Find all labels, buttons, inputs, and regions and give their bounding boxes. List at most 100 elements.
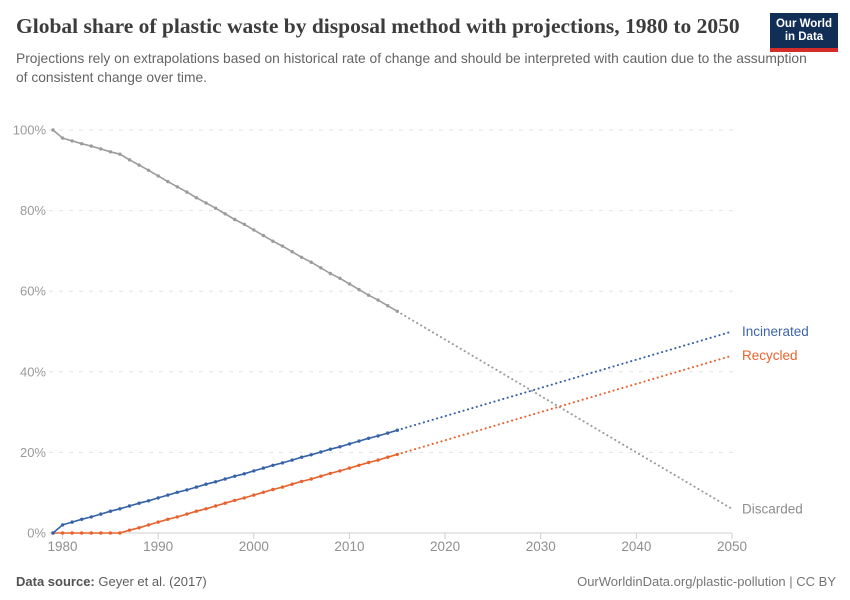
x-tick-label: 2020	[430, 539, 460, 554]
series-dot-discarded	[127, 158, 132, 162]
series-dot-discarded	[252, 228, 256, 232]
y-tick-label: 0%	[27, 526, 46, 541]
series-dot-discarded	[280, 244, 285, 248]
data-source-label: Data source:	[16, 574, 95, 589]
series-dot-recycled	[338, 469, 342, 473]
owid-logo[interactable]: Our World in Data	[770, 13, 838, 52]
series-dot-incinerated	[376, 434, 380, 438]
series-dot-discarded	[366, 293, 371, 297]
owid-logo-line1: Our World	[775, 18, 832, 30]
series-dot-discarded	[233, 217, 237, 222]
series-dot-recycled	[108, 531, 113, 535]
y-tick-label: 80%	[20, 203, 46, 218]
series-dot-incinerated	[127, 504, 132, 508]
series-dot-incinerated	[223, 477, 227, 481]
series-dot-incinerated	[99, 512, 103, 516]
series-dot-recycled	[386, 455, 390, 459]
series-dot-recycled	[137, 526, 141, 530]
series-dot-discarded	[60, 136, 65, 140]
series-dot-incinerated	[146, 499, 151, 503]
x-tick-label: 2000	[239, 539, 269, 554]
series-dot-incinerated	[80, 517, 84, 521]
series-dot-incinerated	[290, 458, 294, 462]
x-tick-label: 1980	[48, 539, 78, 554]
series-dot-recycled	[233, 498, 237, 503]
y-tick-label: 60%	[20, 284, 46, 299]
x-tick-label: 2040	[621, 539, 651, 554]
series-dot-discarded	[319, 266, 323, 270]
series-dot-recycled	[185, 512, 189, 516]
series-dot-discarded	[338, 276, 342, 280]
x-tick-label: 2030	[526, 539, 556, 554]
series-dot-discarded	[137, 163, 141, 167]
series-dot-recycled	[60, 531, 65, 535]
series-dot-discarded	[309, 260, 313, 264]
series-dot-discarded	[108, 150, 113, 154]
series-dot-recycled	[194, 509, 199, 513]
series-dot-recycled	[290, 482, 294, 486]
series-dot-discarded	[166, 179, 170, 184]
series-dot-discarded	[213, 206, 218, 210]
series-dot-recycled	[146, 523, 151, 527]
series-dot-discarded	[261, 233, 266, 238]
series-dot-discarded	[223, 212, 227, 216]
series-line-incinerated-historical	[52, 429, 398, 534]
series-dot-discarded	[242, 222, 246, 226]
series-dot-discarded	[70, 139, 74, 143]
series-dot-recycled	[328, 471, 332, 476]
series-dot-discarded	[271, 239, 275, 243]
series-dot-incinerated	[70, 520, 74, 524]
series-dot-recycled	[242, 496, 246, 500]
chart-footer: Data source: Geyer et al. (2017) OurWorl…	[16, 574, 836, 589]
series-dot-recycled	[118, 531, 122, 535]
series-label-discarded: Discarded	[742, 501, 803, 516]
series-dot-incinerated	[233, 474, 237, 478]
series-dot-recycled	[89, 531, 94, 535]
series-dot-incinerated	[213, 480, 218, 484]
series-dot-incinerated	[137, 501, 141, 505]
series-dot-incinerated	[261, 466, 266, 470]
series-dot-incinerated	[204, 482, 208, 486]
series-dot-incinerated	[108, 509, 113, 513]
series-dot-recycled	[213, 504, 218, 508]
series-dot-incinerated	[319, 450, 323, 454]
series-dot-discarded	[51, 128, 55, 132]
series-dot-discarded	[386, 304, 390, 308]
series-dot-recycled	[357, 463, 361, 467]
series-dot-recycled	[127, 528, 132, 532]
series-line-discarded-projection	[396, 310, 733, 510]
y-tick-label: 20%	[20, 445, 46, 460]
series-dot-discarded	[99, 147, 103, 151]
series-dot-incinerated	[89, 515, 94, 519]
series-dot-discarded	[156, 174, 160, 178]
series-dot-discarded	[357, 287, 361, 292]
series-dot-discarded	[80, 142, 84, 146]
series-dot-discarded	[185, 190, 189, 194]
series-dot-discarded	[299, 255, 304, 259]
x-tick-label: 2050	[717, 539, 747, 554]
footer-citation-link[interactable]: OurWorldinData.org/plastic-pollution | C…	[577, 574, 836, 589]
series-dot-incinerated	[280, 461, 285, 465]
series-dot-recycled	[70, 531, 74, 535]
series-dot-recycled	[347, 466, 352, 470]
series-dot-recycled	[252, 493, 256, 497]
series-dot-incinerated	[366, 436, 371, 440]
series-dot-discarded	[89, 144, 94, 148]
series-dot-incinerated	[299, 455, 304, 459]
series-label-incinerated: Incinerated	[742, 324, 809, 339]
series-dot-recycled	[271, 487, 275, 492]
owid-logo-line2: in Data	[784, 31, 824, 43]
series-dot-incinerated	[347, 442, 352, 446]
chart-title: Global share of plastic waste by disposa…	[16, 14, 740, 38]
series-dot-incinerated	[175, 490, 179, 494]
series-dot-discarded	[146, 168, 151, 172]
series-dot-incinerated	[252, 469, 256, 473]
series-dot-recycled	[280, 485, 285, 489]
series-dot-incinerated	[156, 496, 160, 500]
series-dot-recycled	[261, 490, 266, 494]
series-dot-discarded	[175, 185, 179, 189]
series-line-recycled-projection	[396, 354, 733, 456]
series-dot-incinerated	[51, 531, 55, 535]
series-dot-recycled	[376, 458, 380, 462]
